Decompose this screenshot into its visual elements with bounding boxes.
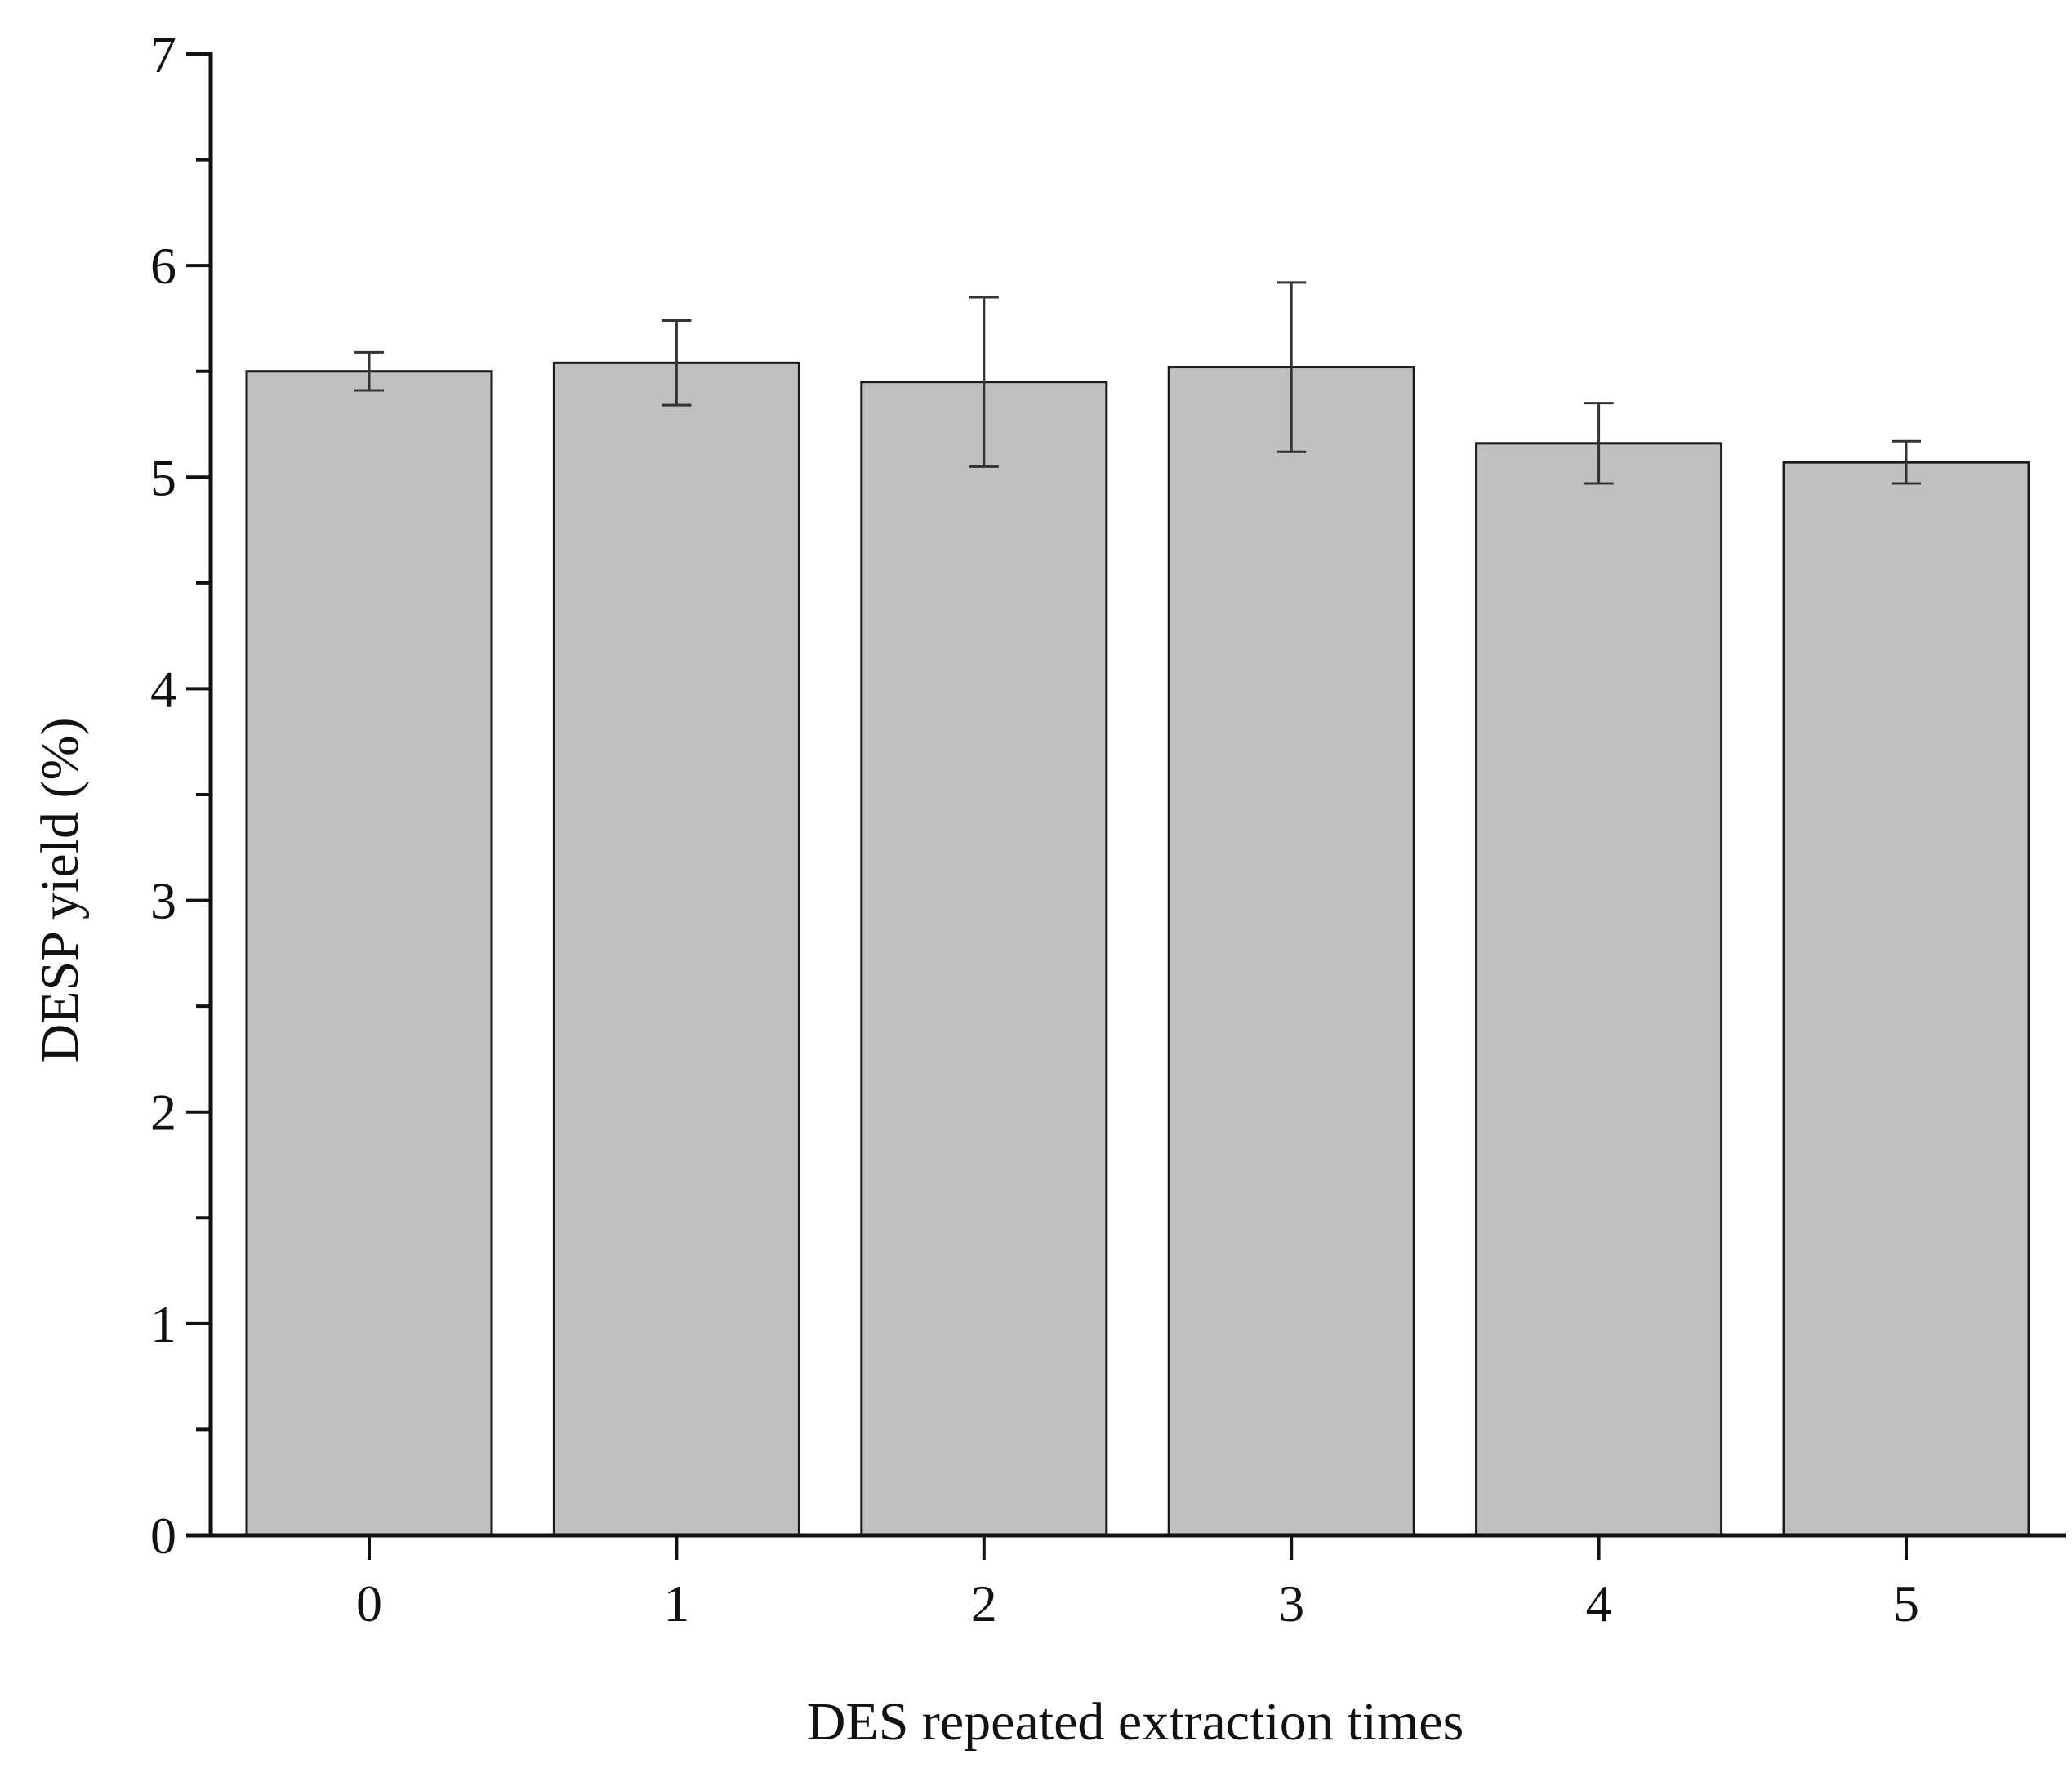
- bar-0: [245, 370, 493, 1537]
- error-bars-layer: [354, 281, 1921, 485]
- error-bar-1: [662, 319, 692, 407]
- y-tick-label: 3: [150, 872, 176, 930]
- axes-layer: [186, 52, 2066, 1560]
- x-tick-label: 1: [663, 1574, 689, 1632]
- x-tick-label: 3: [1278, 1574, 1304, 1632]
- x-tick-label: 0: [356, 1574, 382, 1632]
- bars-layer: [245, 361, 2030, 1537]
- bar-5: [1782, 461, 2030, 1537]
- bar-3: [1167, 366, 1415, 1537]
- error-bar-2: [969, 296, 999, 468]
- y-tick-label: 2: [150, 1084, 176, 1142]
- y-tick-label: 6: [150, 237, 176, 295]
- y-tick-label: 0: [150, 1507, 176, 1565]
- bar-2: [860, 381, 1108, 1537]
- y-tick-label: 7: [150, 25, 176, 83]
- bar-1: [552, 361, 800, 1537]
- x-tick-label: 4: [1586, 1574, 1612, 1632]
- x-axis-title: DES repeated extraction times: [807, 1692, 1464, 1752]
- y-tick-label: 5: [150, 448, 176, 506]
- x-tick-label: 5: [1893, 1574, 1919, 1632]
- error-bar-4: [1584, 402, 1614, 485]
- x-tick-label: 2: [971, 1574, 997, 1632]
- error-bar-0: [354, 350, 384, 392]
- error-bar-3: [1277, 281, 1307, 453]
- bar-4: [1475, 442, 1723, 1537]
- tick-labels-layer: 0 1 2 3 4 5 6 7 0 1 2 3 4 5: [150, 25, 1919, 1632]
- y-tick-label: 4: [150, 660, 176, 718]
- y-axis-title: DESP yield (%): [30, 718, 90, 1063]
- y-tick-label: 1: [150, 1295, 176, 1353]
- error-bar-5: [1892, 439, 1921, 485]
